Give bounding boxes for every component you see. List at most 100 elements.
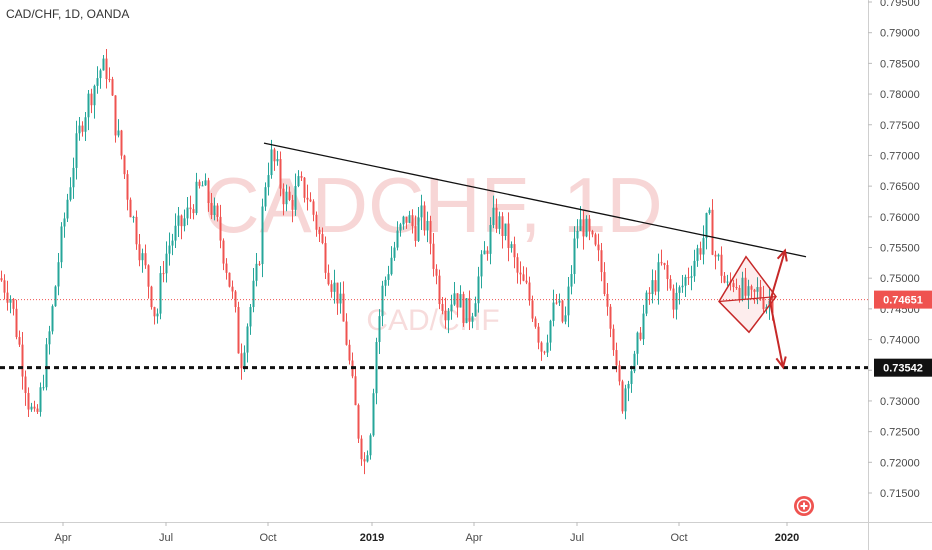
candle (552, 289, 555, 327)
add-alert-button[interactable] (794, 496, 814, 516)
candle-body (702, 238, 705, 255)
candle-body (63, 218, 66, 227)
candle (570, 265, 573, 295)
candle-body (381, 285, 384, 317)
candle (612, 324, 615, 356)
candle-body (597, 244, 600, 251)
candle-body (234, 291, 237, 308)
candle-body (717, 254, 720, 257)
candle-body (573, 238, 576, 275)
price-axis[interactable]: 0.715000.720000.725000.730000.735000.740… (868, 0, 932, 500)
candle-body (57, 262, 60, 287)
candle (348, 339, 351, 365)
candle (219, 204, 222, 249)
candle-body (687, 277, 690, 279)
support-price-tag-bg (874, 358, 932, 377)
candle-body (549, 320, 552, 343)
candle (0, 270, 3, 282)
candle-body (378, 316, 381, 342)
candle (264, 182, 267, 211)
candle-body (348, 344, 351, 361)
candle-body (126, 174, 129, 200)
candle-body (210, 203, 213, 215)
candle (117, 119, 120, 138)
candle (747, 279, 750, 309)
candle-body (327, 272, 330, 285)
candle-body (435, 268, 438, 276)
candle (381, 280, 384, 327)
candle-body (75, 133, 78, 168)
candle-body (12, 299, 15, 309)
candle-body (615, 350, 618, 366)
candle (174, 213, 177, 248)
candle (540, 341, 543, 361)
candle-body (402, 216, 405, 225)
price-tick-label: 0.71500 (880, 488, 920, 500)
candle-body (207, 180, 210, 204)
candle-body (363, 459, 366, 462)
candle-body (90, 93, 93, 106)
candle (234, 290, 237, 313)
candle-body (357, 405, 360, 439)
candle-body (33, 406, 36, 409)
candle-body (393, 247, 396, 258)
candle-body (510, 244, 513, 249)
candle-body (6, 292, 9, 303)
candle (753, 288, 756, 304)
candle-body (309, 199, 312, 202)
candle (162, 260, 165, 283)
candle (144, 244, 147, 269)
candle (9, 295, 12, 314)
candle (726, 274, 729, 286)
candle-body (675, 292, 678, 310)
candle (699, 241, 702, 261)
candle-body (18, 337, 21, 345)
candle (756, 277, 759, 305)
candle-body (648, 292, 651, 295)
candle-body (678, 287, 681, 293)
candle-body (255, 263, 258, 281)
candle (165, 241, 168, 283)
candle-body (450, 304, 453, 312)
candle-body (84, 117, 87, 132)
candle-body (537, 326, 540, 343)
candle-body (243, 352, 246, 369)
candle (714, 250, 717, 270)
candle-body (237, 307, 240, 354)
candle (708, 207, 711, 215)
candle (405, 216, 408, 229)
candle (444, 297, 447, 329)
candle (462, 291, 465, 327)
candle (759, 279, 762, 301)
candle-body (99, 70, 102, 79)
candle (315, 211, 318, 237)
candle-body (138, 244, 141, 261)
candle (456, 293, 459, 318)
candle-body (444, 310, 447, 321)
candle (57, 253, 60, 296)
candle (330, 280, 333, 298)
candle (303, 177, 306, 203)
candle-body (654, 280, 657, 292)
candle (693, 249, 696, 282)
candle-body (390, 257, 393, 275)
candle-body (528, 282, 531, 301)
candle (492, 195, 495, 229)
candle-body (330, 284, 333, 292)
candle (42, 374, 45, 391)
candle (363, 452, 366, 475)
candle-body (576, 230, 579, 239)
candle (276, 150, 279, 166)
time-axis[interactable]: Apr Jul Oct 2019 Apr Jul Oct 2020 (54, 522, 799, 544)
candle (222, 238, 225, 271)
candle-body (693, 260, 696, 277)
candle (75, 120, 78, 180)
candle-body (3, 280, 6, 293)
candle-body (132, 216, 135, 218)
candle (411, 209, 414, 234)
candle (342, 281, 345, 322)
candle-body (561, 300, 564, 322)
candle-body (396, 230, 399, 248)
candle-body (726, 281, 729, 283)
